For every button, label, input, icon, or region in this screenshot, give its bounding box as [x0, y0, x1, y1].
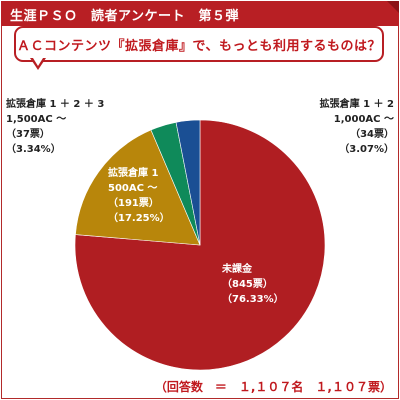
slice-label-line: （845票）: [222, 277, 273, 290]
slice-label-line: 500AC ～: [108, 183, 157, 194]
slice-label-storage-1-2-3: 拡張倉庫 1 ＋ 2 ＋ 3 1,500AC ～ （37票） （3.34%）: [6, 97, 104, 155]
response-total: （回答数 ＝ １,１０７名 １,１０７票）: [154, 380, 392, 394]
slice-label-line: 未課金: [221, 262, 253, 275]
slice-label-line: （191票）: [108, 196, 159, 209]
pie-slice-unpaid: [74, 119, 326, 371]
question-text: ＡＣコンテンツ『拡張倉庫』で、もっとも利用するものは？: [17, 39, 381, 54]
slice-label-line: 1,500AC ～: [6, 114, 66, 125]
slice-label-line: 拡張倉庫 1 ＋ 2: [320, 97, 394, 110]
slice-label-line: 拡張倉庫 1: [108, 166, 158, 179]
bubble-tail-inner: [33, 58, 43, 66]
slice-label-line: （37票）: [6, 127, 50, 140]
slice-label-line: 1,000AC ～: [334, 114, 394, 125]
page-title: 生涯ＰＳＯ 読者アンケート 第５弾: [10, 9, 239, 24]
header-corner-decoration: [387, 1, 399, 13]
slice-label-line: （17.25%）: [108, 211, 170, 224]
slice-label-storage-1: 拡張倉庫 1 500AC ～ （191票） （17.25%）: [108, 166, 170, 224]
question-bubble: ＡＣコンテンツ『拡張倉庫』で、もっとも利用するものは？: [14, 26, 384, 62]
pie-slice-storage-1: [75, 129, 201, 246]
pie-slice-storage-1-2: [175, 119, 201, 246]
slice-label-line: （76.33%）: [222, 292, 284, 305]
slice-label-line: （3.07%）: [339, 142, 394, 155]
slice-label-unpaid: 未課金 （845票） （76.33%）: [221, 262, 284, 305]
slice-label-line: （34票）: [350, 127, 394, 140]
slice-label-line: （3.34%）: [6, 142, 61, 155]
header-bar: 生涯ＰＳＯ 読者アンケート 第５弾: [1, 1, 399, 26]
slice-label-storage-1-2: 拡張倉庫 1 ＋ 2 1,000AC ～ （34票） （3.07%）: [320, 97, 394, 155]
slice-label-line: 拡張倉庫 1 ＋ 2 ＋ 3: [6, 97, 104, 110]
